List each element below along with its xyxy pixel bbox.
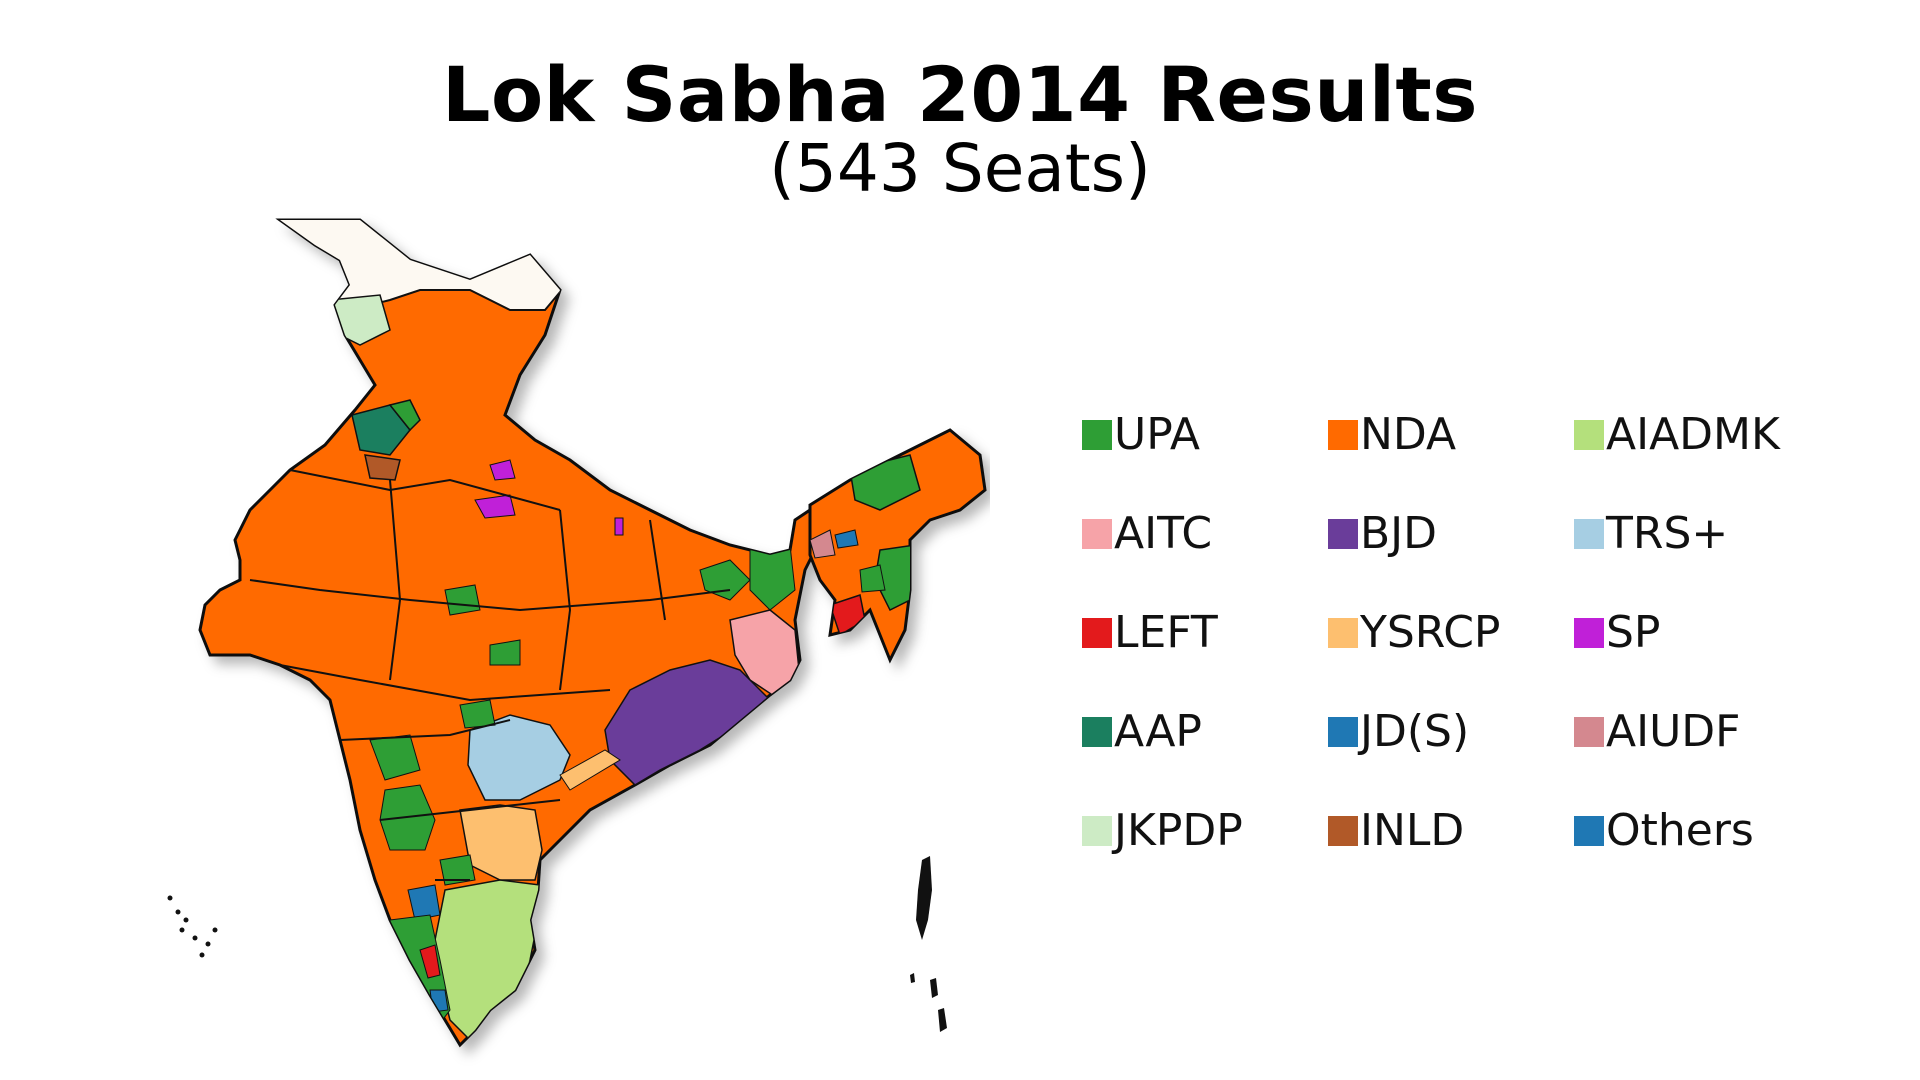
legend-swatch [1328,419,1358,450]
upa-north-3 [699,559,751,601]
india-constituency-map [90,160,990,1080]
legend: UPA NDA AIADMK AITC BJD TRS+ LEFT YSRCP SP AAP JD(… [1082,385,1842,880]
state-borders [249,469,731,881]
legend-label: JKPDP [1114,804,1243,856]
legend-label: LEFT [1114,606,1218,658]
upa-karnataka-2 [439,854,476,886]
aiadmk-region [434,879,541,1042]
legend-swatch [1328,518,1358,549]
legend-row: UPA NDA AIADMK [1082,385,1842,484]
legend-swatch [1082,419,1112,450]
legend-label: JD(S) [1360,705,1470,757]
lakshadweep-islands [167,895,218,958]
legend-item: BJD [1328,507,1574,559]
legend-label: INLD [1360,804,1465,856]
map-title: Lok Sabha 2014 Results [442,50,1478,139]
legend-item: AAP [1082,705,1328,757]
legend-item: INLD [1328,804,1574,856]
sp-region-3 [614,517,624,536]
legend-row: JKPDP INLD Others [1082,781,1842,880]
map-subtitle: (543 Seats) [769,130,1151,207]
ysrcp-coast [559,749,621,791]
legend-swatch [1574,716,1604,747]
aap-region [351,404,411,456]
ne-upa-3 [859,564,886,593]
legend-item: UPA [1082,408,1328,460]
legend-label: AITC [1114,507,1213,559]
legend-label: AIUDF [1606,705,1741,757]
legend-swatch [1328,716,1358,747]
legend-item: SP [1574,606,1820,658]
legend-item: AITC [1082,507,1328,559]
andaman-islands [910,856,947,1032]
legend-swatch [1328,815,1358,846]
legend-item: AIADMK [1574,408,1820,460]
legend-label: YSRCP [1360,606,1501,658]
upa-west-2 [459,699,496,729]
legend-swatch [1082,815,1112,846]
ne-aiudf [810,529,836,559]
left-kerala [419,944,441,979]
inld-region [364,454,401,481]
legend-swatch [1574,419,1604,450]
legend-label: NDA [1360,408,1457,460]
legend-item: NDA [1328,408,1574,460]
legend-row: AITC BJD TRS+ [1082,484,1842,583]
legend-label: AAP [1114,705,1202,757]
legend-item: TRS+ [1574,507,1820,559]
legend-swatch [1574,815,1604,846]
legend-swatch [1328,617,1358,648]
upa-north-2 [489,639,521,666]
legend-swatch [1082,617,1112,648]
legend-item: JD(S) [1328,705,1574,757]
legend-item: YSRCP [1328,606,1574,658]
legend-label: SP [1606,606,1661,658]
legend-label: UPA [1114,408,1201,460]
legend-label: BJD [1360,507,1438,559]
upa-north-1 [444,584,481,616]
legend-row: AAP JD(S) AIUDF [1082,682,1842,781]
trs-region [467,714,571,801]
sp-region-1 [489,459,516,481]
legend-item: JKPDP [1082,804,1328,856]
legend-swatch [1574,518,1604,549]
legend-item: Others [1574,804,1820,856]
legend-swatch [1082,518,1112,549]
legend-label: AIADMK [1606,408,1780,460]
legend-label: Others [1606,804,1754,856]
ne-others [834,529,859,549]
legend-swatch [1082,716,1112,747]
legend-item: AIUDF [1574,705,1820,757]
upa-punjab [388,399,421,432]
legend-swatch [1574,617,1604,648]
sp-region-2 [474,494,516,519]
legend-row: LEFT YSRCP SP [1082,583,1842,682]
legend-item: LEFT [1082,606,1328,658]
legend-label: TRS+ [1606,507,1729,559]
